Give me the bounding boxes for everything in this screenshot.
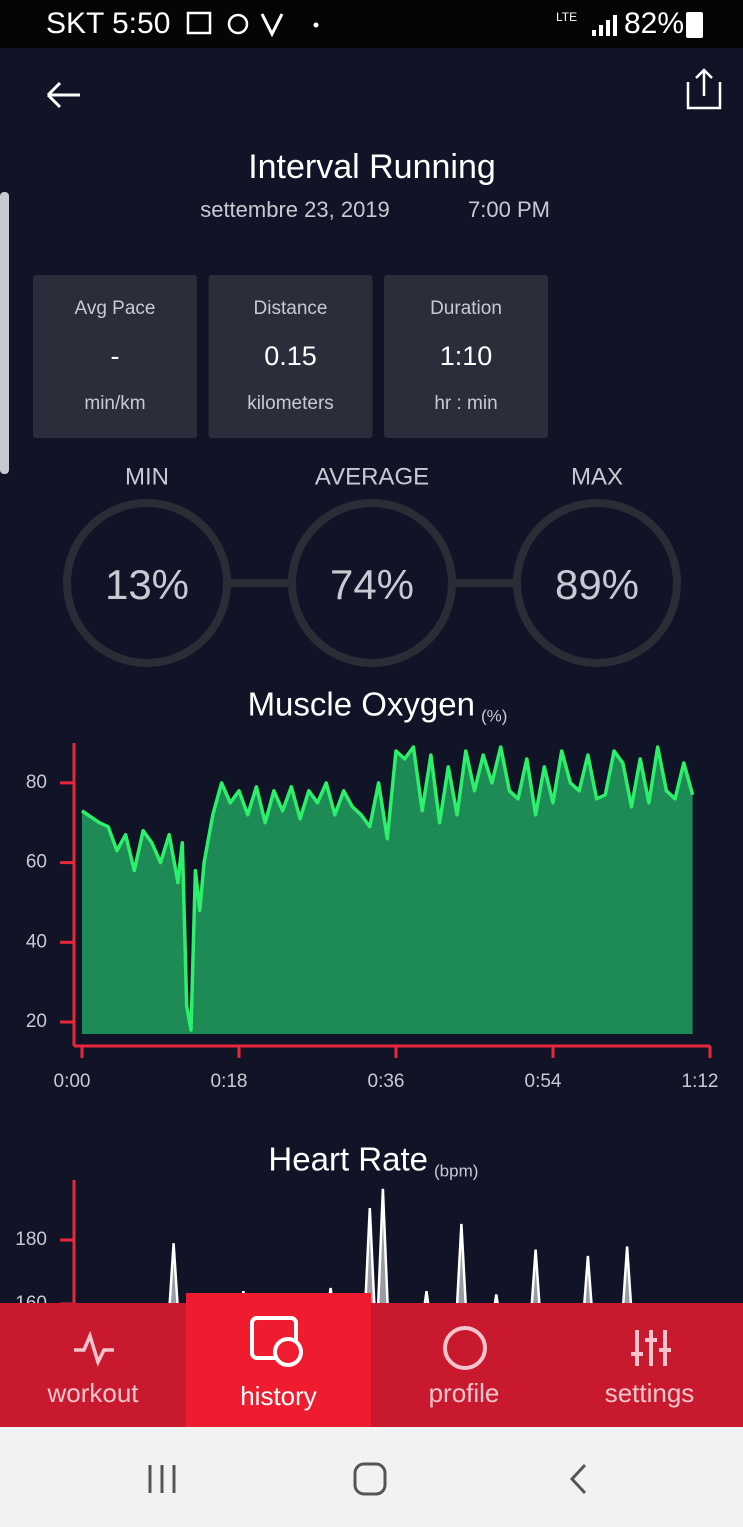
carrier: SKT	[46, 7, 104, 40]
settings-icon	[631, 1330, 671, 1366]
spike	[364, 1207, 376, 1303]
network-type: LTE	[556, 10, 577, 24]
stat-value: 1:10	[440, 341, 493, 371]
chart-unit: (%)	[481, 706, 507, 725]
spike	[493, 1294, 499, 1303]
y-tick-label: 40	[26, 931, 47, 952]
stat-card	[208, 275, 373, 438]
line	[81, 745, 695, 1032]
stat-card	[384, 275, 548, 438]
stat-label: Avg Pace	[75, 298, 156, 319]
y-tick-label: 60	[26, 852, 47, 873]
battery-level: 82%	[624, 7, 684, 40]
y-tick-label: 160	[15, 1293, 47, 1314]
system-nav	[0, 1427, 743, 1527]
chart-unit: (bpm)	[434, 1161, 478, 1180]
battery-icon	[686, 12, 703, 38]
chart-title: Heart Rate	[268, 1141, 428, 1178]
stat-card	[33, 275, 197, 438]
summary-label: MIN	[125, 463, 169, 490]
muscle-oxygen-chart: Muscle Oxygen (%) 20 40 60 80 0:00 0:18 0:36 0:54…	[26, 686, 719, 1092]
alarm-icon	[227, 13, 249, 35]
summary: MIN 13% AVERAGE 74% MAX 89%	[63, 463, 681, 667]
summary-value: 13%	[105, 561, 189, 608]
profile-icon	[443, 1326, 487, 1370]
side-handle	[0, 192, 9, 474]
stat-label: Duration	[430, 298, 502, 319]
clock: 5:50	[112, 7, 170, 40]
x-tick-label: 1:12	[682, 1071, 719, 1092]
signal-icon	[592, 15, 617, 36]
stat-unit: hr : min	[434, 393, 497, 414]
x-tick-label: 0:00	[54, 1071, 91, 1092]
x-tick-label: 0:54	[525, 1071, 562, 1092]
nav-item[interactable]: workout	[46, 1378, 139, 1408]
history-icon	[250, 1316, 298, 1360]
summary-value: 89%	[555, 561, 639, 608]
stat-label: Distance	[254, 298, 328, 319]
x-tick-label: 0:18	[211, 1071, 248, 1092]
nav-item[interactable]: settings	[605, 1378, 695, 1408]
spike	[583, 1255, 593, 1303]
workout-icon	[74, 1330, 114, 1367]
stat-unit: kilometers	[247, 393, 334, 414]
y-tick-label: 180	[15, 1229, 47, 1250]
stat-unit: min/km	[84, 393, 145, 414]
nav-item[interactable]: history	[240, 1381, 317, 1411]
summary-label: MAX	[571, 463, 623, 490]
nav-items: workout history profile settings	[46, 1378, 694, 1411]
area	[82, 747, 693, 1034]
back-button[interactable]	[46, 81, 80, 109]
home-button[interactable]	[353, 1462, 387, 1496]
stat-value: 0.15	[264, 341, 317, 371]
spike	[530, 1249, 541, 1303]
volte-icon	[260, 13, 284, 38]
y-tick-label: 20	[26, 1011, 47, 1032]
summary-ring	[288, 499, 456, 667]
spike	[423, 1291, 430, 1303]
workout-date: settembre 23, 2019	[200, 197, 390, 222]
y-tick-label: 80	[26, 772, 47, 793]
spike	[622, 1246, 633, 1303]
heart-rate-chart: Heart Rate (bpm) 160 180	[15, 1141, 633, 1314]
workout-title: Interval Running	[248, 148, 496, 186]
summary-label: AVERAGE	[315, 463, 429, 490]
spike	[376, 1188, 389, 1303]
gallery-icon	[186, 11, 212, 35]
spike	[455, 1223, 467, 1303]
history-icon-clock	[273, 1337, 303, 1367]
workout-time: 7:00 PM	[468, 197, 550, 222]
spike	[168, 1243, 179, 1303]
stat-value: -	[111, 341, 120, 371]
chart-title: Muscle Oxygen	[248, 686, 475, 723]
summary-value: 74%	[330, 561, 414, 608]
recents-button[interactable]	[148, 1465, 176, 1493]
plot: 160 180	[15, 1180, 633, 1314]
stat-cards: Avg Pace - min/km Distance 0.15 kilometers Dur…	[33, 275, 548, 438]
dot-icon	[313, 22, 319, 28]
summary-ring	[63, 499, 231, 667]
share-button[interactable]	[686, 68, 722, 110]
nav-bar	[0, 1303, 743, 1427]
system-back-button[interactable]	[569, 1463, 587, 1495]
summary-ring	[513, 499, 681, 667]
x-tick-label: 0:36	[368, 1071, 405, 1092]
status-bar	[0, 0, 743, 48]
nav-item[interactable]: profile	[429, 1378, 500, 1408]
